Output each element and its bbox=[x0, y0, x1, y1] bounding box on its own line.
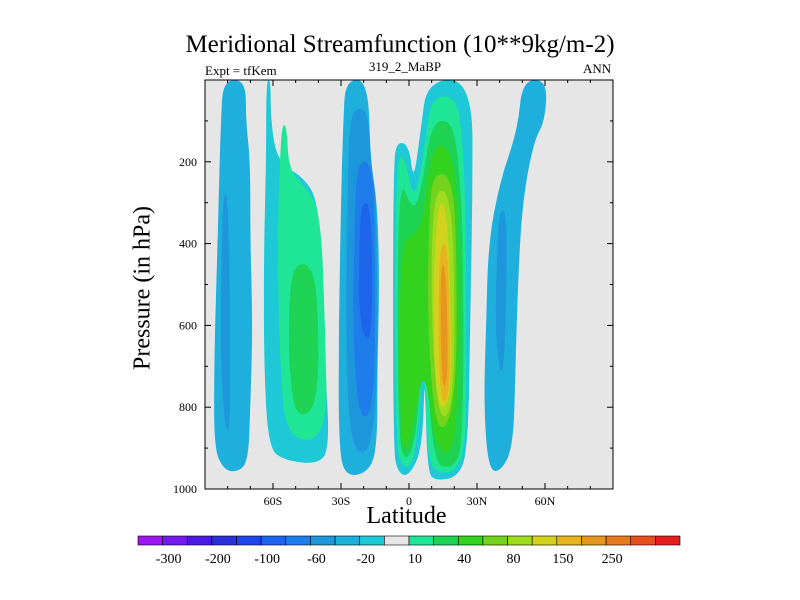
neg-cell-polar-south-core bbox=[220, 194, 230, 430]
y-tick-label: 800 bbox=[179, 400, 197, 414]
plot-axes: 200 400 600 800 1000 60S 30S 0 30N 60N bbox=[173, 79, 614, 508]
colorbar-swatch bbox=[457, 535, 484, 546]
colorbar-swatch bbox=[359, 535, 385, 546]
x-tick-label: 60N bbox=[535, 494, 556, 508]
colorbar-swatch bbox=[186, 535, 213, 546]
y-tick-label: 600 bbox=[179, 318, 197, 332]
pos-cell-ferrel-south-inner bbox=[288, 264, 319, 415]
colorbar-swatch bbox=[630, 535, 656, 546]
colorbar-swatch bbox=[605, 535, 632, 546]
colorbar-label: 80 bbox=[507, 552, 521, 567]
colorbar-label: 10 bbox=[408, 552, 422, 567]
x-tick-label: 0 bbox=[406, 494, 412, 508]
colorbar-label: 150 bbox=[552, 552, 573, 567]
colorbar-swatch bbox=[556, 535, 582, 546]
season-label: ANN bbox=[583, 61, 612, 76]
y-tick-label: 400 bbox=[179, 237, 197, 251]
colorbar-swatch bbox=[260, 535, 287, 546]
colorbar-swatch bbox=[482, 535, 508, 546]
colorbar-swatch bbox=[408, 535, 434, 546]
colorbar-label: -60 bbox=[307, 552, 326, 567]
neg-cell-ferrel-north-core bbox=[495, 210, 507, 371]
colorbar-label: 40 bbox=[457, 552, 471, 567]
colorbar-swatch bbox=[137, 535, 163, 546]
y-tick-label: 1000 bbox=[173, 482, 197, 496]
colorbar-swatch bbox=[334, 535, 361, 546]
colorbar-swatch bbox=[384, 535, 410, 546]
x-tick-label: 60S bbox=[264, 494, 283, 508]
colorbar-label: -20 bbox=[356, 552, 375, 567]
x-tick-label: 30S bbox=[332, 494, 351, 508]
colorbar-swatch bbox=[433, 535, 459, 546]
experiment-label: Expt = tfKem bbox=[205, 63, 277, 78]
colorbar-label: -300 bbox=[156, 552, 182, 567]
colorbar-swatch bbox=[310, 535, 336, 546]
y-tick-label: 200 bbox=[179, 155, 197, 169]
colorbar-label: -200 bbox=[205, 552, 231, 567]
colorbar-swatch bbox=[211, 535, 237, 546]
colorbar-swatch bbox=[236, 535, 262, 546]
colorbar-swatch bbox=[581, 535, 607, 546]
colorbar-swatch bbox=[507, 535, 533, 546]
x-axis-label: Latitude bbox=[366, 503, 447, 529]
neg-cell-hadley-south-4 bbox=[359, 202, 373, 339]
colorbar-swatch bbox=[285, 535, 311, 546]
chart-title: Meridional Streamfunction (10**9kg/m-2) bbox=[185, 31, 615, 58]
contour-cells bbox=[205, 80, 613, 489]
pos-cell-hadley-north-9 bbox=[440, 264, 448, 387]
colorbar-swatch bbox=[531, 535, 558, 546]
colorbar-swatch bbox=[162, 535, 188, 546]
case-label: 319_2_MaBP bbox=[368, 59, 442, 74]
colorbar-label: -100 bbox=[254, 552, 280, 567]
colorbar: -300 -200 -100 -60 -20 10 40 80 150 250 bbox=[137, 535, 681, 567]
colorbar-label: 250 bbox=[602, 552, 623, 567]
neg-cell-ferrel-north bbox=[484, 80, 547, 471]
colorbar-swatch bbox=[655, 535, 681, 546]
y-axis-label: Pressure (in hPa) bbox=[129, 206, 156, 370]
x-tick-label: 30N bbox=[467, 494, 488, 508]
